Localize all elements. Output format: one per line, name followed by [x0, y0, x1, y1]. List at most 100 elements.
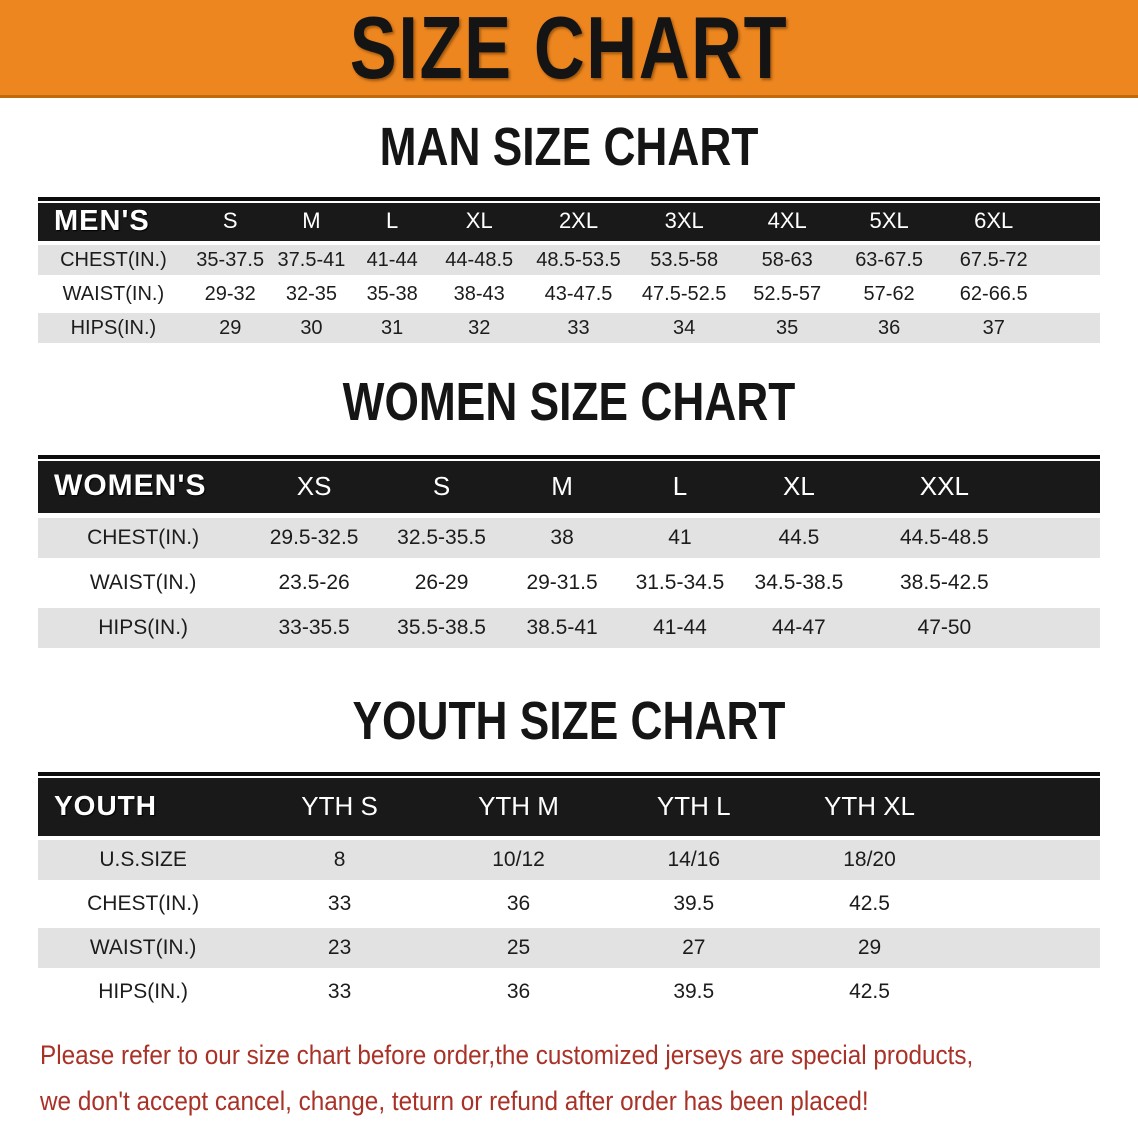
women-section-heading: WOMEN SIZE CHART	[0, 372, 1138, 432]
youth-section-heading: YOUTH SIZE CHART	[0, 691, 1138, 751]
women-col-xl: XL	[782, 470, 815, 501]
youth-col-l: YTH L	[656, 790, 731, 821]
value-cell: 14/16	[667, 848, 721, 871]
value-cell: 25	[506, 936, 531, 959]
women-group-label: WOMEN'S	[54, 469, 207, 502]
youth-table-header-row: YOUTH YTH S YTH M YTH L YTH XL	[38, 772, 1100, 836]
value-cell: 29.5-32.5	[269, 526, 359, 549]
men-waist-row: WAIST(IN.) 29-32 32-35 35-38 38-43 43-47…	[38, 279, 1100, 309]
youth-hips-row: HIPS(IN.) 33 36 39.5 42.5	[38, 972, 1100, 1012]
value-cell: 34	[673, 316, 696, 339]
men-col-4xl: 4XL	[767, 208, 807, 233]
value-cell: 35.5-38.5	[397, 616, 486, 639]
men-col-xl: XL	[465, 208, 493, 233]
value-cell: 62-66.5	[959, 282, 1028, 305]
value-cell: 36	[506, 892, 531, 915]
women-waist-row: WAIST(IN.) 23.5-26 26-29 29-31.5 31.5-34…	[38, 563, 1100, 603]
youth-col-m: YTH M	[478, 790, 559, 821]
value-cell: 39.5	[673, 892, 715, 915]
value-cell: 29-32	[204, 282, 256, 305]
row-label: HIPS(IN.)	[70, 316, 157, 339]
value-cell: 33	[327, 980, 352, 1003]
value-cell: 35-37.5	[196, 248, 265, 271]
men-col-l: L	[386, 208, 399, 233]
men-col-5xl: 5XL	[869, 208, 909, 233]
youth-col-xl: YTH XL	[823, 790, 916, 821]
value-cell: 27	[682, 936, 706, 959]
men-col-s: S	[222, 208, 238, 233]
row-label: WAIST(IN.)	[62, 282, 165, 305]
women-heading-text: WOMEN SIZE CHART	[342, 372, 796, 432]
row-label: WAIST(IN.)	[89, 571, 197, 594]
value-cell: 29-31.5	[526, 571, 598, 594]
value-cell: 36	[877, 316, 901, 339]
value-cell: 33	[567, 316, 590, 339]
value-cell: 31	[381, 316, 404, 339]
women-hips-row: HIPS(IN.) 33-35.5 35.5-38.5 38.5-41 41-4…	[38, 608, 1100, 648]
value-cell: 38.5-42.5	[900, 571, 989, 594]
women-size-table: WOMEN'S XS S M L XL XXL CHEST(IN.) 29.5-…	[38, 455, 1100, 648]
banner: SIZE CHART	[0, 0, 1138, 98]
value-cell: 23	[327, 936, 352, 959]
footer-line-1: Please refer to our size chart before or…	[40, 1040, 974, 1070]
men-heading-text: MAN SIZE CHART	[379, 117, 759, 177]
youth-ussize-row: U.S.SIZE 8 10/12 14/16 18/20	[38, 840, 1100, 880]
value-cell: 23.5-26	[278, 571, 350, 594]
men-hips-row: HIPS(IN.) 29 30 31 32 33 34 35 36 37	[38, 313, 1100, 343]
value-cell: 44-48.5	[445, 248, 514, 271]
youth-size-table: YOUTH YTH S YTH M YTH L YTH XL U.S.SIZE …	[38, 772, 1100, 1012]
women-col-l: L	[672, 470, 688, 501]
value-cell: 35	[776, 316, 799, 339]
value-cell: 33	[327, 892, 352, 915]
value-cell: 38.5-41	[526, 616, 598, 639]
value-cell: 29	[219, 316, 242, 339]
men-chest-row: CHEST(IN.) 35-37.5 37.5-41 41-44 44-48.5…	[38, 245, 1100, 275]
row-label: CHEST(IN.)	[87, 892, 200, 915]
youth-heading-text: YOUTH SIZE CHART	[352, 691, 786, 751]
value-cell: 37.5-41	[277, 248, 346, 271]
row-label: HIPS(IN.)	[98, 980, 189, 1003]
value-cell: 18/20	[843, 848, 896, 871]
youth-chest-row: CHEST(IN.) 33 36 39.5 42.5	[38, 884, 1100, 924]
value-cell: 32.5-35.5	[397, 526, 486, 549]
men-section-heading: MAN SIZE CHART	[0, 117, 1138, 177]
value-cell: 44.5	[778, 526, 820, 549]
value-cell: 29	[857, 936, 882, 959]
value-cell: 44.5-48.5	[900, 526, 989, 549]
value-cell: 41	[668, 526, 692, 549]
value-cell: 44-47	[772, 616, 826, 639]
footer-notice: Please refer to our size chart before or…	[40, 1032, 1138, 1124]
women-col-s: S	[432, 470, 451, 501]
value-cell: 30	[300, 316, 323, 339]
value-cell: 8	[333, 848, 346, 871]
value-cell: 67.5-72	[959, 248, 1028, 271]
value-cell: 35-38	[366, 282, 418, 305]
men-size-table: MEN'S S M L XL 2XL 3XL 4XL 5XL 6XL CHEST…	[38, 197, 1100, 343]
men-group-label: MEN'S	[54, 204, 150, 237]
value-cell: 10/12	[492, 848, 545, 871]
men-col-6xl: 6XL	[974, 208, 1014, 233]
banner-title: SIZE CHART	[349, 0, 789, 97]
women-col-m: M	[551, 470, 573, 501]
value-cell: 33-35.5	[278, 616, 350, 639]
footer-line-2: we don't accept cancel, change, teturn o…	[40, 1086, 869, 1116]
value-cell: 34.5-38.5	[754, 571, 844, 594]
row-label: CHEST(IN.)	[60, 248, 167, 271]
row-label: HIPS(IN.)	[98, 616, 189, 639]
value-cell: 63-67.5	[855, 248, 924, 271]
women-table-header-row: WOMEN'S XS S M L XL XXL	[38, 455, 1100, 513]
value-cell: 36	[506, 980, 531, 1003]
men-col-2xl: 2XL	[558, 208, 599, 233]
value-cell: 39.5	[673, 980, 715, 1003]
youth-waist-row: WAIST(IN.) 23 25 27 29	[38, 928, 1100, 968]
men-col-3xl: 3XL	[664, 208, 704, 233]
value-cell: 41-44	[366, 248, 418, 271]
value-cell: 38	[550, 526, 574, 549]
value-cell: 31.5-34.5	[635, 571, 725, 594]
men-col-m: M	[302, 208, 321, 233]
value-cell: 38-43	[453, 282, 505, 305]
value-cell: 53.5-58	[650, 248, 719, 271]
value-cell: 26-29	[414, 571, 469, 594]
women-chest-row: CHEST(IN.) 29.5-32.5 32.5-35.5 38 41 44.…	[38, 518, 1100, 558]
value-cell: 43-47.5	[544, 282, 613, 305]
